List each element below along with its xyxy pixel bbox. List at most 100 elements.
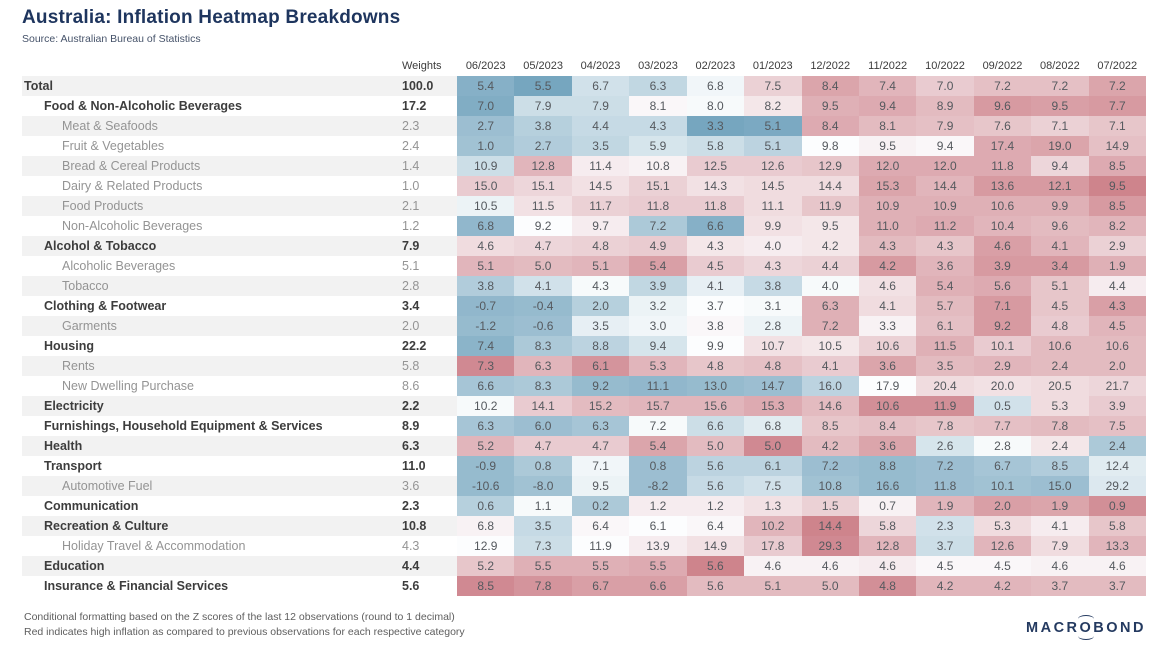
heatmap-cell: 11.9 — [916, 396, 974, 416]
heatmap-cell: 8.3 — [514, 376, 572, 396]
heatmap-cell: 4.9 — [629, 236, 687, 256]
heatmap-cell: 4.4 — [571, 116, 630, 136]
heatmap-cell: 3.9 — [973, 256, 1032, 276]
heatmap-cell: 10.8 — [629, 156, 687, 176]
row-label: Dairy & Related Products — [62, 179, 203, 193]
heatmap-cell: 9.6 — [973, 96, 1032, 116]
heatmap-cell: 5.6 — [686, 476, 745, 496]
heatmap-cell: 0.9 — [1088, 496, 1146, 516]
heatmap-cell: 7.2 — [801, 316, 859, 336]
heatmap-cell: 17.4 — [973, 136, 1032, 156]
heatmap-cell: 10.5 — [801, 336, 859, 356]
heatmap-cell: 4.6 — [1088, 556, 1146, 576]
heatmap-cell: 2.3 — [916, 516, 974, 536]
heatmap-cell: 6.3 — [629, 76, 687, 96]
heatmap-cell: 3.5 — [571, 136, 630, 156]
heatmap-cell: 9.2 — [973, 316, 1032, 336]
heatmap-cell: 5.6 — [686, 576, 745, 596]
heatmap-cell: 4.2 — [858, 256, 917, 276]
heatmap-cell: 11.1 — [629, 376, 687, 396]
table-row: Bread & Cereal Products 1.4 10.9 12.8 11.4 10… — [22, 156, 1146, 176]
footnotes: Conditional formatting based on the Z sc… — [24, 610, 465, 640]
heatmap-cell: 12.0 — [916, 156, 974, 176]
heatmap-cell: 1.9 — [916, 496, 974, 516]
weight-value: 11.0 — [402, 459, 426, 473]
heatmap-cell: 5.9 — [629, 136, 687, 156]
heatmap-cell: -8.0 — [514, 476, 572, 496]
table-row: Tobacco 2.8 3.8 4.1 4.3 3.9 4.1 3.8 4.0 4.6 5.4 5.6… — [22, 276, 1146, 296]
heatmap-cell: 5.0 — [514, 256, 572, 276]
heatmap-cell: -10.6 — [457, 476, 515, 496]
heatmap-cell: 7.1 — [973, 296, 1032, 316]
heatmap-cell: 8.8 — [858, 456, 917, 476]
heatmap-cell: 7.8 — [1031, 416, 1089, 436]
heatmap-cell: 4.8 — [744, 356, 802, 376]
heatmap-cell: 20.0 — [973, 376, 1032, 396]
heatmap-cell: 6.6 — [686, 216, 745, 236]
heatmap-cell: 11.8 — [973, 156, 1032, 176]
table-row: Garments 2.0 -1.2 -0.6 3.5 3.0 3.8 2.8 7.2 3.3 6.1… — [22, 316, 1146, 336]
heatmap-cell: 10.4 — [973, 216, 1032, 236]
heatmap-cell: 10.6 — [1031, 336, 1089, 356]
heatmap-cell: 14.4 — [916, 176, 974, 196]
weight-value: 8.6 — [402, 379, 420, 393]
heatmap-cell: 5.1 — [744, 576, 802, 596]
heatmap-cell: 29.3 — [801, 536, 859, 556]
column-header: 11/2022 — [868, 60, 908, 72]
heatmap-cell: 11.8 — [686, 196, 745, 216]
heatmap-cell: 10.6 — [858, 336, 917, 356]
heatmap-cell: 9.8 — [801, 136, 859, 156]
heatmap-cell: -0.6 — [514, 316, 572, 336]
table-row: Recreation & Culture 10.8 6.8 3.5 6.4 6.1 6.4 1… — [22, 516, 1146, 536]
heatmap-cell: 7.7 — [973, 416, 1032, 436]
heatmap-cell: 15.1 — [514, 176, 572, 196]
heatmap-cell: 7.5 — [744, 76, 802, 96]
weight-value: 1.2 — [402, 219, 420, 233]
heatmap-cell: 5.5 — [514, 76, 572, 96]
column-header: 07/2022 — [1097, 60, 1138, 72]
heatmap-cell: 6.3 — [801, 296, 859, 316]
heatmap-cell: 5.4 — [916, 276, 974, 296]
heatmap-cell: 6.7 — [973, 456, 1032, 476]
heatmap-cell: 6.8 — [457, 216, 515, 236]
heatmap-cell: 4.5 — [686, 256, 745, 276]
heatmap-cell: 8.4 — [801, 116, 859, 136]
heatmap-cell: 3.0 — [629, 316, 687, 336]
heatmap-cell: 7.4 — [858, 76, 917, 96]
heatmap-cell: 5.8 — [686, 136, 745, 156]
heatmap-cell: 12.9 — [801, 156, 859, 176]
table-row: Meat & Seafoods 2.3 2.7 3.8 4.4 4.3 3.3 5.1 8.4 8… — [22, 116, 1146, 136]
heatmap-cell: 4.4 — [801, 256, 859, 276]
heatmap-cell: 11.2 — [916, 216, 974, 236]
heatmap-cell: 3.7 — [686, 296, 745, 316]
heatmap-cell: 5.1 — [571, 256, 630, 276]
heatmap-cell: 1.9 — [1088, 256, 1146, 276]
heatmap-cell: 9.7 — [571, 216, 630, 236]
heatmap-cell: 5.7 — [916, 296, 974, 316]
heatmap-cell: 14.5 — [744, 176, 802, 196]
weight-value: 2.1 — [402, 199, 420, 213]
heatmap-cell: 4.8 — [571, 236, 630, 256]
heatmap-cell: 11.0 — [858, 216, 917, 236]
heatmap-cell: 8.1 — [858, 116, 917, 136]
heatmap-cell: 4.6 — [858, 276, 917, 296]
heatmap-cell: 3.8 — [457, 276, 515, 296]
heatmap-cell: 4.5 — [1031, 296, 1089, 316]
heatmap-cell: 6.3 — [571, 416, 630, 436]
heatmap-cell: 17.8 — [744, 536, 802, 556]
heatmap-cell: 7.0 — [457, 96, 515, 116]
table-row: Transport 11.0 -0.9 0.8 7.1 0.8 5.6 6.1 7.2 8.8 7.… — [22, 456, 1146, 476]
footnote-line-2: Red indicates high inflation as compared… — [24, 626, 465, 638]
row-label: Automotive Fuel — [62, 479, 153, 493]
row-label: Fruit & Vegetables — [62, 139, 165, 153]
heatmap-cell: 3.8 — [744, 276, 802, 296]
heatmap-cell: 14.4 — [801, 516, 859, 536]
row-label: Health — [44, 439, 83, 453]
heatmap-cell: 4.0 — [801, 276, 859, 296]
heatmap-cell: 5.3 — [629, 356, 687, 376]
table-row: Alcoholic Beverages 5.1 5.1 5.0 5.1 5.4 4.5 4.3… — [22, 256, 1146, 276]
weight-value: 7.9 — [402, 239, 420, 253]
table-row: Furnishings, Household Equipment & Servi… — [22, 416, 1146, 436]
heatmap-cell: 6.6 — [686, 416, 745, 436]
heatmap-cell: 8.5 — [801, 416, 859, 436]
